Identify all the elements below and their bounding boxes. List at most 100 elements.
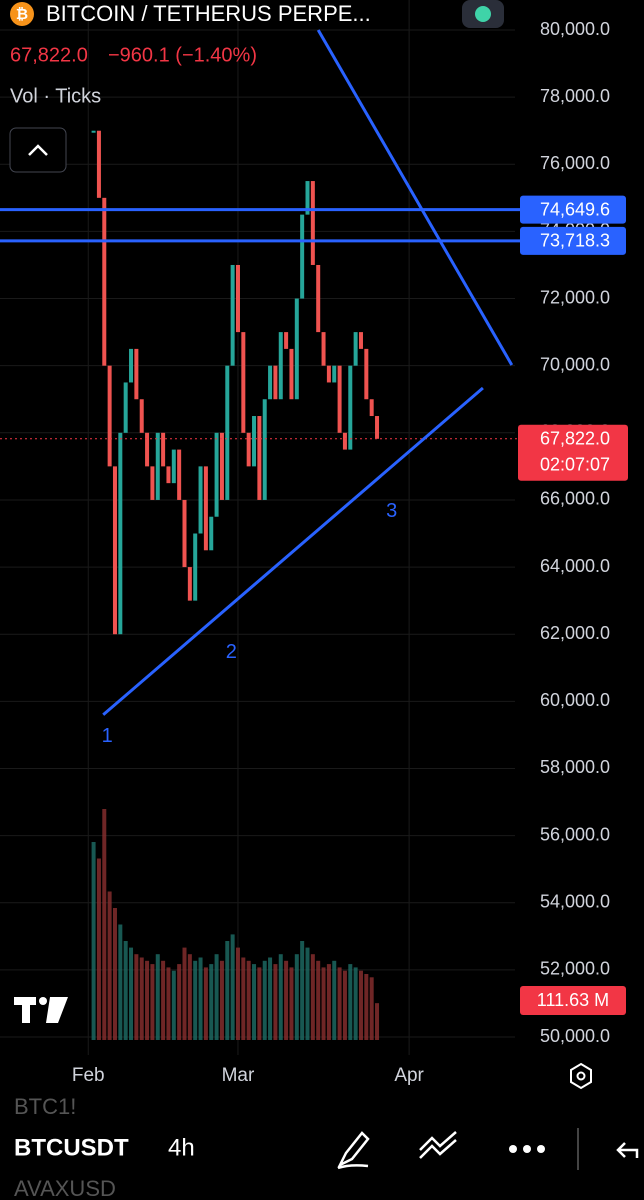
volume-tag-label: 111.63 M — [537, 990, 609, 1010]
volume-bar — [300, 941, 305, 1040]
symbol-button[interactable]: BTCUSDT — [14, 1134, 129, 1161]
volume-bar — [225, 941, 230, 1040]
candle — [305, 181, 310, 215]
candle — [252, 416, 257, 467]
volume-bar — [182, 947, 187, 1040]
volume-bar — [102, 809, 107, 1040]
volume-bar — [112, 908, 117, 1040]
volume-bar — [294, 954, 299, 1040]
candle — [171, 449, 176, 484]
volume-bar — [246, 960, 251, 1040]
coin-icon — [10, 2, 34, 26]
ghost-symbol: BTC1! — [14, 1094, 76, 1119]
collapse-button[interactable] — [9, 127, 67, 173]
price-change: −960.1 (−1.40%) — [108, 44, 257, 66]
more-icon[interactable] — [509, 1145, 545, 1153]
volume-bar — [107, 891, 112, 1040]
candle — [358, 332, 363, 349]
y-tick-label: 80,000.0 — [540, 19, 610, 39]
y-tick-label: 62,000.0 — [540, 623, 610, 643]
coin-icon-glyph: ₿ — [16, 6, 28, 23]
y-tick-label: 54,000.0 — [540, 891, 610, 911]
volume-bar — [252, 964, 257, 1040]
candle — [225, 365, 230, 500]
candle — [166, 466, 171, 484]
volume-bar — [155, 954, 160, 1040]
volume-bar — [187, 954, 192, 1040]
price-tag — [520, 195, 626, 224]
symbol-title[interactable]: BITCOIN / TETHERUS PERPE... — [46, 1, 371, 26]
y-tick-label: 58,000.0 — [540, 757, 610, 777]
volume-tag — [520, 986, 626, 1015]
price-tag — [520, 226, 626, 255]
y-tick-label: 52,000.0 — [540, 959, 610, 979]
candle — [369, 399, 374, 417]
candle — [326, 365, 331, 383]
trendline — [102, 386, 484, 716]
volume-bar — [150, 964, 155, 1040]
y-tick-label: 66,000.0 — [540, 489, 610, 509]
y-tick-label: 76,000.0 — [540, 153, 610, 173]
candle — [241, 332, 246, 433]
last-price-label: 67,822.0 — [540, 429, 610, 449]
candle — [134, 348, 139, 400]
volume-bar — [326, 964, 331, 1040]
volume-bar — [235, 947, 240, 1040]
candle — [139, 399, 144, 433]
volume-bar — [241, 957, 246, 1040]
candle — [289, 348, 294, 400]
draw-tool-icon[interactable] — [337, 1131, 370, 1170]
volume-bar — [96, 858, 101, 1040]
y-tick-label: 60,000.0 — [540, 690, 610, 710]
candle — [316, 264, 321, 333]
interval-button[interactable]: 4h — [168, 1134, 195, 1161]
price-tag-label: 74,649.6 — [540, 199, 610, 219]
tv-logo — [14, 997, 68, 1023]
trendline — [316, 29, 514, 366]
volume-bar — [337, 967, 342, 1040]
candle — [145, 432, 150, 467]
candle — [375, 416, 380, 439]
candle — [129, 348, 134, 383]
candle — [187, 567, 192, 601]
last-price: 67,822.0 — [10, 44, 88, 66]
candle — [112, 466, 117, 635]
volume-bar — [375, 1003, 380, 1040]
volume-bar — [332, 960, 337, 1040]
volume-bar — [230, 934, 235, 1040]
volume-bar — [284, 960, 289, 1040]
candle — [353, 332, 358, 366]
y-tick-label: 72,000.0 — [540, 287, 610, 307]
candle — [257, 416, 262, 500]
point-label: 2 — [226, 641, 237, 663]
candle — [155, 432, 160, 500]
price-tag-label: 73,718.3 — [540, 231, 610, 251]
trend-tool-icon[interactable] — [419, 1131, 457, 1159]
volume-bar — [214, 954, 219, 1040]
volume-bar — [316, 960, 321, 1040]
candle — [273, 365, 278, 400]
volume-bar — [268, 957, 273, 1040]
volume-bar — [123, 941, 128, 1040]
candle — [102, 197, 107, 366]
candle — [235, 264, 240, 333]
volume-bar — [289, 967, 294, 1040]
settings-icon[interactable] — [570, 1062, 592, 1090]
candle — [203, 466, 208, 551]
candle — [91, 130, 96, 133]
candle — [284, 332, 289, 349]
candle — [150, 466, 155, 500]
volume-bar — [171, 970, 176, 1040]
y-tick-label: 56,000.0 — [540, 824, 610, 844]
point-label: 3 — [386, 500, 397, 522]
volume-bar — [209, 964, 214, 1040]
volume-bar — [145, 960, 150, 1040]
volume-bar — [348, 964, 353, 1040]
indicator-legend: Vol · Ticks — [10, 85, 101, 107]
x-tick-label: Apr — [394, 1065, 424, 1086]
candle — [209, 516, 214, 551]
undo-icon[interactable] — [616, 1142, 639, 1158]
candle — [123, 382, 128, 433]
volume-bar — [364, 974, 369, 1040]
candle — [193, 533, 198, 601]
